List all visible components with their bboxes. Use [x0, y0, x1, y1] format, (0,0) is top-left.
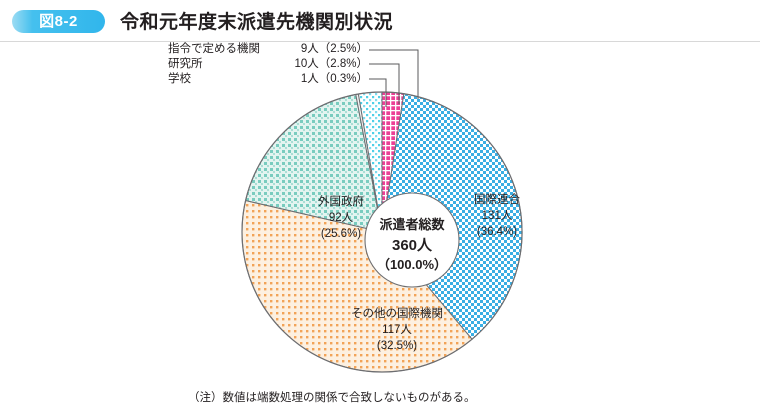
pie-slice-school [355, 93, 383, 233]
callout-value: 1人（0.3%） [300, 73, 368, 85]
slice-label-other-percent: (32.5%) [377, 340, 417, 352]
leader-line-directive-agency [369, 49, 419, 99]
leader-line-research-institute [369, 63, 400, 104]
pie-outline [241, 91, 523, 373]
callout-name: 指令で定める機関 [168, 43, 260, 55]
callout-row: 学校 1人（0.3%） [168, 72, 368, 87]
slice-label-un-percent: (36.4%) [477, 226, 517, 238]
figure-number-badge: 図8-2 [12, 10, 105, 33]
pie-slice-foreign-government [244, 93, 383, 233]
callout-name: 学校 [168, 73, 191, 85]
callout-value: 9人（2.5%） [300, 43, 368, 55]
figure-number-label: 図8-2 [39, 13, 78, 30]
center-total-percent: （100.0%） [377, 257, 447, 272]
callout-row: 指令で定める機関 9人（2.5%） [168, 42, 368, 57]
figure-title: 令和元年度末派遣先機関別状況 [120, 12, 394, 33]
slice-label-gov-percent: (25.6%) [321, 228, 361, 240]
figure-footnote: （注）数値は端数処理の関係で合致しないものがある。 [188, 392, 476, 404]
slice-label-other-name: その他の国際機関 [351, 307, 443, 320]
slice-label-other-value: 117人 [382, 323, 412, 336]
pie-center-hole [364, 192, 460, 288]
pie-slice-other-international [241, 199, 473, 373]
pie-inside-labels: 国際連合 131人 (36.4%) その他の国際機関 117人 (32.5%) … [318, 192, 520, 352]
callout-label-group: 指令で定める機関 9人（2.5%） 研究所 10人（2.8%） 学校 1人（0.… [168, 42, 368, 87]
figure-header: 図8-2 令和元年度末派遣先機関別状況 [0, 0, 760, 42]
callout-name: 研究所 [168, 58, 203, 70]
slice-label-un-value: 131人 [482, 209, 513, 222]
pie-slice-directive-agency [381, 91, 405, 233]
callout-leader-lines [369, 49, 419, 107]
callout-row: 研究所 10人（2.8%） [168, 57, 368, 72]
callout-value: 10人（2.8%） [294, 58, 368, 70]
slice-label-un-name: 国際連合 [474, 192, 520, 206]
pie-center-labels: 派遣者総数 360人 （100.0%） [377, 217, 447, 272]
center-total-count: 360人 [392, 237, 433, 254]
center-total-title: 派遣者総数 [379, 217, 445, 232]
pie-slice-research-institute [357, 91, 383, 233]
leader-line-school [369, 78, 387, 107]
pie-slices [241, 91, 523, 373]
header-divider [0, 41, 760, 42]
slice-label-gov-value: 92人 [329, 211, 354, 224]
slice-label-gov-name: 外国政府 [318, 194, 364, 208]
pie-slice-united-nations [381, 93, 523, 340]
